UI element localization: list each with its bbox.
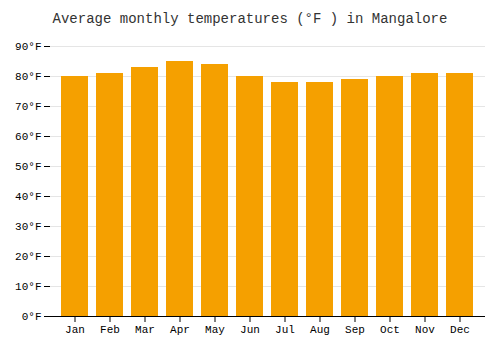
svg-text:50°F: 50°F [15,161,41,173]
svg-text:70°F: 70°F [15,101,41,113]
svg-text:10°F: 10°F [15,281,41,293]
svg-text:0°F: 0°F [22,311,42,323]
svg-text:Apr: Apr [170,324,190,336]
svg-text:60°F: 60°F [15,131,41,143]
svg-text:80°F: 80°F [15,71,41,83]
svg-text:Oct: Oct [380,324,400,336]
svg-text:30°F: 30°F [15,221,41,233]
svg-text:Jul: Jul [275,324,295,336]
svg-text:Aug: Aug [310,324,330,336]
svg-text:Jun: Jun [240,324,260,336]
html-text:Average monthly temperatures (: Average monthly temperatures (°F ) in Ma… [52,11,448,27]
svg-text:Nov: Nov [415,324,435,336]
svg-text:Jan: Jan [65,324,85,336]
svg-text:Sep: Sep [345,324,365,336]
svg-text:Feb: Feb [100,324,120,336]
svg-text:90°F: 90°F [15,41,41,53]
svg-text:Dec: Dec [450,324,470,336]
svg-text:20°F: 20°F [15,251,41,263]
svg-text:May: May [205,324,225,336]
svg-text:40°F: 40°F [15,191,41,203]
svg-text:Mar: Mar [135,324,155,336]
